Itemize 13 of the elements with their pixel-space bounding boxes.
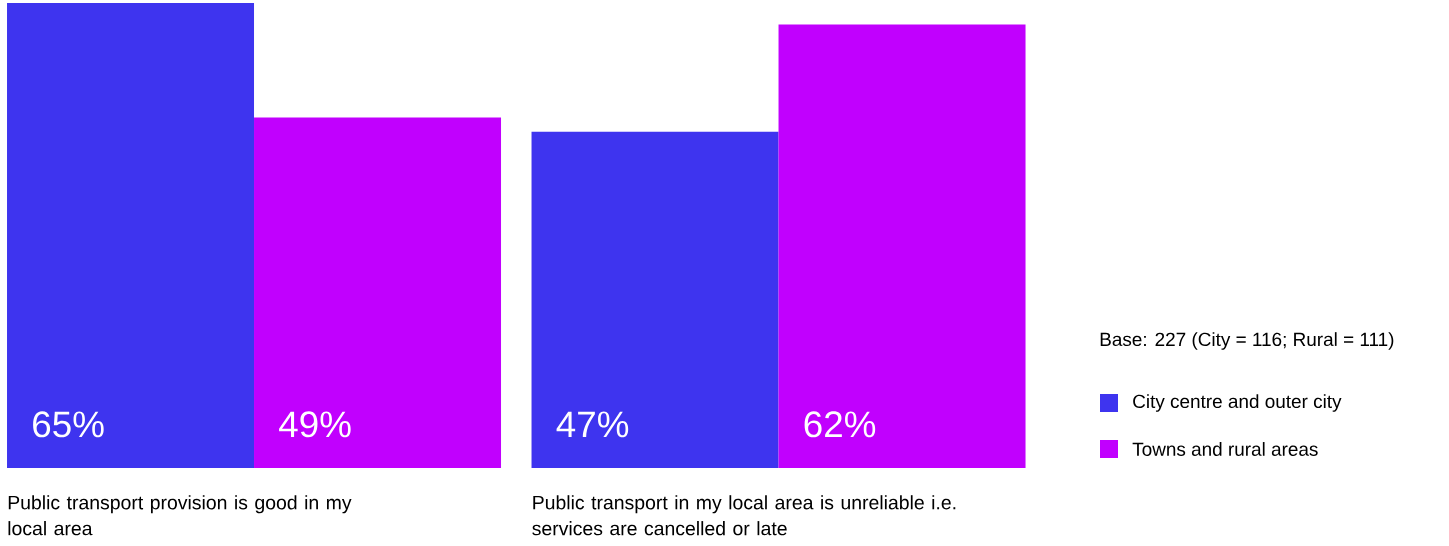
data-label: 49% <box>279 411 351 438</box>
x-tick-label: Public transport in my local area is unreliable i.e. services are cancelled or late <box>532 495 956 536</box>
bar <box>531 131 779 468</box>
x-tick-label: Public transport provision is good in my local area <box>8 495 352 536</box>
data-label: 65% <box>33 411 104 438</box>
legend-label: City centre and outer city <box>1133 394 1342 412</box>
bar <box>7 2 255 468</box>
data-label: 47% <box>556 411 629 438</box>
legend-label: Towns and rural areas <box>1132 442 1318 456</box>
text: Base: 227 (City = 116; Rural = 111) <box>1100 332 1394 350</box>
bar <box>254 117 502 468</box>
bar <box>778 24 1026 468</box>
data-label: 62% <box>804 411 876 438</box>
